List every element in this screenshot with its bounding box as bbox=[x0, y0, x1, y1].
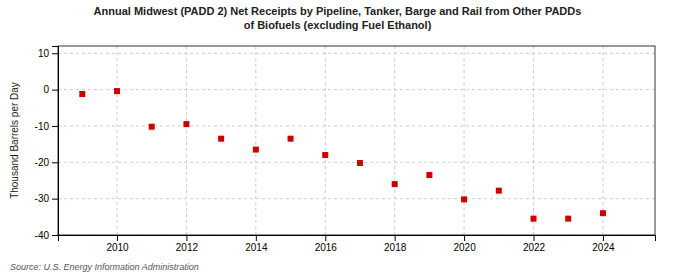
y-tick: -30 bbox=[35, 193, 58, 204]
x-grid-line bbox=[186, 46, 187, 235]
x-tick-label: 2018 bbox=[384, 242, 407, 253]
y-tick-label: -10 bbox=[35, 121, 50, 132]
point bbox=[565, 216, 571, 222]
point bbox=[322, 152, 328, 158]
y-tick-mark bbox=[52, 53, 58, 54]
y-axis-title: Thousand Barrels per Day bbox=[9, 82, 20, 199]
point bbox=[600, 210, 606, 216]
point bbox=[253, 147, 259, 153]
x-tick-mark bbox=[534, 235, 535, 241]
x-tick-label: 2016 bbox=[315, 242, 338, 253]
y-tick-mark bbox=[52, 90, 58, 91]
y-axis-line bbox=[52, 47, 59, 236]
x-tick-mark bbox=[186, 235, 187, 241]
y-tick-label: 0 bbox=[43, 84, 49, 95]
x-tick: 2012 bbox=[176, 235, 199, 253]
point bbox=[392, 181, 398, 187]
point bbox=[114, 88, 120, 94]
x-tick: 2018 bbox=[384, 235, 407, 253]
y-grid-line bbox=[58, 125, 655, 126]
y-grid-line bbox=[58, 89, 655, 90]
point bbox=[496, 188, 502, 194]
point bbox=[288, 136, 294, 142]
x-tick-label: 2010 bbox=[106, 242, 129, 253]
x-tick-mark bbox=[603, 235, 604, 241]
y-tick: -40 bbox=[35, 230, 58, 241]
source: Source: U.S. Energy Information Administ… bbox=[10, 262, 199, 272]
x-axis: 2010 2012 2014 2016 2018 2020 2022 2024 bbox=[59, 235, 656, 253]
x-grid-line bbox=[255, 46, 256, 235]
x-tick: 2022 bbox=[523, 235, 546, 253]
x-tick-label: 2024 bbox=[592, 242, 615, 253]
plot-area: 2010 2012 2014 2016 2018 2020 2022 2024 -40 -30 -2… bbox=[9, 46, 656, 253]
x-tick-label: 2022 bbox=[523, 242, 546, 253]
x-axis-line bbox=[59, 236, 656, 242]
x-grid-line bbox=[117, 46, 118, 235]
title-line: Annual Midwest (PADD 2) Net Receipts by … bbox=[94, 5, 582, 17]
y-tick: -20 bbox=[35, 157, 58, 168]
chart-svg: Annual Midwest (PADD 2) Net Receipts by … bbox=[0, 0, 675, 275]
x-grid-line bbox=[464, 46, 465, 235]
title-line: of Biofuels (excluding Fuel Ethanol) bbox=[244, 19, 432, 31]
x-tick-mark bbox=[256, 235, 257, 241]
point bbox=[79, 91, 85, 97]
y-grid-line bbox=[58, 162, 655, 163]
x-tick-label: 2012 bbox=[176, 242, 199, 253]
x-tick: 2016 bbox=[315, 235, 338, 253]
y-tick-label: -20 bbox=[35, 157, 50, 168]
point bbox=[357, 160, 363, 166]
points bbox=[79, 88, 606, 222]
y-tick-mark bbox=[52, 162, 58, 163]
point bbox=[426, 172, 432, 178]
point bbox=[149, 124, 155, 130]
x-tick: 2024 bbox=[592, 235, 615, 253]
y-tick: 0 bbox=[43, 84, 58, 95]
y-tick-label: 10 bbox=[38, 48, 50, 59]
grid bbox=[58, 46, 655, 235]
x-tick-mark bbox=[395, 235, 396, 241]
x-grid-line bbox=[602, 46, 603, 235]
x-tick-label: 2014 bbox=[245, 242, 268, 253]
x-grid-line bbox=[325, 46, 326, 235]
y-tick-mark bbox=[52, 199, 58, 200]
y-tick: 10 bbox=[38, 48, 58, 59]
y-tick-label: -40 bbox=[35, 230, 50, 241]
x-grid-line bbox=[394, 46, 395, 235]
plot-frame bbox=[58, 46, 655, 235]
y-tick: -10 bbox=[35, 121, 58, 132]
x-tick: 2014 bbox=[245, 235, 268, 253]
x-tick-label: 2020 bbox=[453, 242, 476, 253]
x-tick: 2010 bbox=[106, 235, 129, 253]
y-axis: -40 -30 -20 -10 0 10 bbox=[35, 47, 59, 241]
point bbox=[461, 196, 467, 202]
point bbox=[531, 216, 537, 222]
x-grid-line bbox=[533, 46, 534, 235]
x-tick: 2020 bbox=[453, 235, 476, 253]
point bbox=[218, 136, 224, 142]
title: Annual Midwest (PADD 2) Net Receipts by … bbox=[94, 5, 582, 31]
y-tick-mark bbox=[52, 126, 58, 127]
y-grid-line bbox=[58, 198, 655, 199]
x-tick-mark bbox=[325, 235, 326, 241]
x-tick-mark bbox=[117, 235, 118, 241]
y-grid-line bbox=[58, 53, 655, 54]
x-tick-mark bbox=[464, 235, 465, 241]
y-tick-label: -30 bbox=[35, 193, 50, 204]
point bbox=[183, 121, 189, 127]
y-tick-mark bbox=[52, 235, 58, 236]
chart-container: Annual Midwest (PADD 2) Net Receipts by … bbox=[0, 0, 675, 275]
